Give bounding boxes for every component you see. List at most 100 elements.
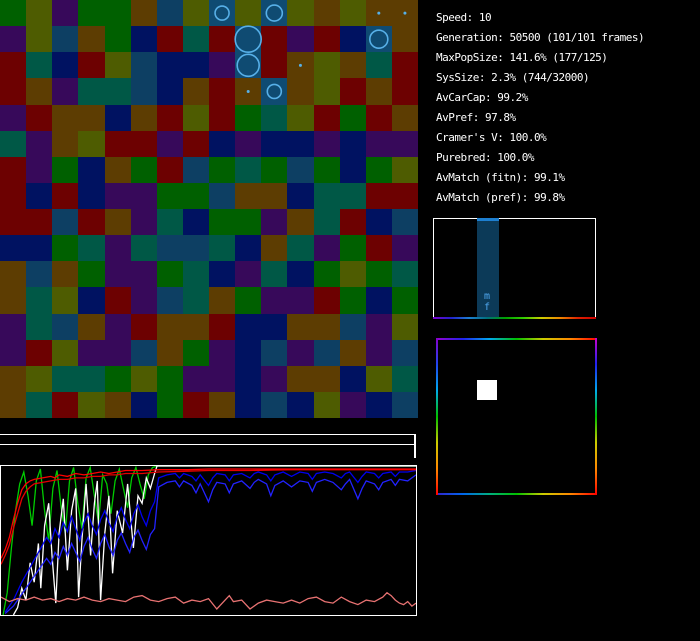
grid-cell [261, 78, 288, 105]
grid-cell [287, 235, 314, 262]
grid-cell [209, 261, 236, 288]
grid-cell [235, 26, 262, 53]
grid-cell [391, 235, 418, 262]
grid-cell [26, 339, 53, 366]
grid-cell [78, 104, 105, 131]
grid-cell [365, 365, 392, 392]
grid-cell [339, 156, 366, 183]
grid-cell [313, 182, 340, 209]
grid-cell [313, 235, 340, 262]
grid-cell [209, 287, 236, 314]
stat-line: Speed: 10 [436, 11, 492, 24]
grid-cell [182, 313, 209, 340]
grid-cell [78, 209, 105, 236]
grid-cell [235, 209, 262, 236]
grid-cell [287, 52, 314, 79]
stat-line: AvMatch (pref): 99.8% [436, 191, 565, 204]
grid-cell [104, 287, 131, 314]
grid-cell [104, 313, 131, 340]
grid-cell [182, 287, 209, 314]
grid-cell [26, 365, 53, 392]
hue-spectrum-axis [433, 317, 596, 319]
grid-cell [209, 52, 236, 79]
grid-cell [156, 313, 183, 340]
stat-line: Purebred: 100.0% [436, 151, 534, 164]
grid-cell [156, 235, 183, 262]
grid-cell [156, 156, 183, 183]
stat-line: Cramer's V: 100.0% [436, 131, 547, 144]
grid-cell [78, 52, 105, 79]
grid-cell [78, 130, 105, 157]
grid-cell [235, 78, 262, 105]
grid-cell [209, 130, 236, 157]
grid-cell [26, 52, 53, 79]
grid-cell [365, 52, 392, 79]
grid-cell [182, 235, 209, 262]
grid-cell [261, 104, 288, 131]
grid-cell [209, 235, 236, 262]
grid-cell [130, 26, 157, 53]
grid-cell [365, 26, 392, 53]
grid-cell [78, 182, 105, 209]
grid-cell [52, 365, 79, 392]
grid-cell [261, 0, 288, 27]
grid-cell [287, 365, 314, 392]
grid-cell [235, 235, 262, 262]
grid-cell [182, 261, 209, 288]
grid-cell [391, 313, 418, 340]
hue-border-left [436, 338, 438, 495]
grid-cell [339, 391, 366, 418]
grid-cell [26, 104, 53, 131]
grid-cell [104, 0, 131, 27]
grid-cell [0, 156, 27, 183]
grid-cell [313, 156, 340, 183]
grid-cell [156, 26, 183, 53]
grid-cell [365, 313, 392, 340]
grid-cell [104, 261, 131, 288]
grid-cell [339, 130, 366, 157]
grid-cell [0, 313, 27, 340]
grid-cell [182, 182, 209, 209]
grid-cell [0, 130, 27, 157]
grid-cell [261, 209, 288, 236]
grid-cell [261, 130, 288, 157]
grid-cell [209, 156, 236, 183]
grid-cell [339, 261, 366, 288]
grid-cell [209, 209, 236, 236]
grid-cell [130, 209, 157, 236]
grid-cell [261, 365, 288, 392]
grid-cell [339, 52, 366, 79]
stat-line: AvPref: 97.8% [436, 111, 516, 124]
grid-cell [391, 287, 418, 314]
hue-border-bottom [436, 493, 597, 495]
grid-cell [0, 26, 27, 53]
grid-cell [365, 182, 392, 209]
grid-cell [0, 0, 27, 27]
grid-cell [235, 287, 262, 314]
grid-cell [287, 287, 314, 314]
grid-cell [261, 52, 288, 79]
stats-panel: Speed: 10 Generation: 50500 (101/101 fram… [436, 8, 645, 208]
timeline-track-upper[interactable] [0, 434, 415, 435]
grid-cell [52, 391, 79, 418]
grid-cell [156, 287, 183, 314]
grid-cell [78, 156, 105, 183]
grid-cell [78, 287, 105, 314]
grid-cell [52, 0, 79, 27]
red-lower-curve [0, 469, 416, 565]
grid-cell [0, 339, 27, 366]
chart-border [0, 465, 417, 616]
grid-cell [130, 235, 157, 262]
grid-cell [130, 287, 157, 314]
hue-border-top [436, 338, 597, 340]
grid-cell [156, 209, 183, 236]
timeline-track-lower[interactable] [0, 444, 415, 445]
timeline-position-marker[interactable] [414, 434, 416, 458]
grid-cell [209, 339, 236, 366]
grid-cell [0, 261, 27, 288]
grid-cell [0, 78, 27, 105]
grid-cell [130, 182, 157, 209]
grid-cell [156, 365, 183, 392]
grid-cell [104, 156, 131, 183]
grid-cell [52, 313, 79, 340]
